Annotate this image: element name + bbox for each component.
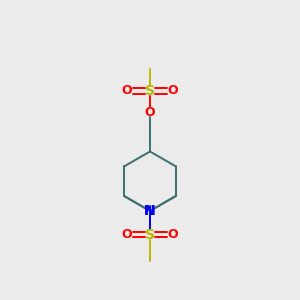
Text: O: O xyxy=(122,84,132,98)
Text: N: N xyxy=(144,204,156,218)
Text: N: N xyxy=(144,204,156,218)
Text: O: O xyxy=(145,106,155,119)
Text: S: S xyxy=(145,228,155,242)
Text: O: O xyxy=(168,228,178,241)
Text: O: O xyxy=(168,84,178,98)
Text: S: S xyxy=(145,84,155,98)
Text: O: O xyxy=(122,228,132,241)
